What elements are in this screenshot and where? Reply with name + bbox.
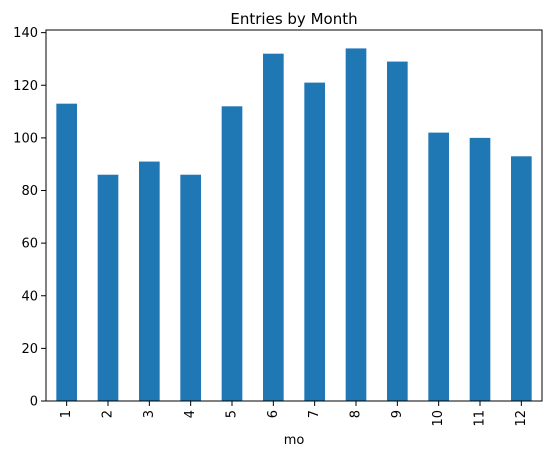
plot-frame: [45, 29, 543, 402]
bar-11: [469, 137, 491, 401]
bar-6: [263, 53, 284, 402]
y-tick-label: 60: [21, 237, 38, 252]
chart-title: Entries by Month: [230, 10, 357, 28]
x-tick-label: 3: [142, 410, 157, 418]
y-axis: 0 20 40 60 80 100 120 140: [13, 26, 46, 410]
bar-3: [139, 161, 160, 401]
x-tick-label: 7: [307, 410, 322, 418]
bar-9: [387, 61, 408, 401]
x-tick-label: 11: [473, 410, 488, 427]
y-tick-label: 0: [30, 395, 38, 410]
y-tick-label: 40: [21, 289, 38, 304]
bar-12: [511, 156, 532, 401]
bar-7: [304, 82, 325, 402]
x-tick-label: 1: [59, 410, 74, 418]
x-tick-label: 4: [183, 410, 198, 418]
bar-10: [428, 132, 449, 401]
x-tick-label: 12: [514, 410, 529, 427]
bar-1: [56, 103, 77, 402]
y-tick-label: 80: [21, 184, 38, 199]
y-tick-label: 140: [13, 26, 38, 41]
y-tick-label: 20: [21, 342, 38, 357]
x-tick-label: 2: [101, 410, 116, 418]
x-tick-label: 10: [431, 410, 446, 427]
bar-5: [221, 106, 243, 402]
bars-group: [56, 48, 532, 402]
bar-8: [345, 48, 367, 402]
y-tick-label: 100: [13, 131, 38, 146]
bar-2: [97, 174, 119, 401]
bar-4: [180, 174, 201, 401]
x-axis-label: mo: [284, 433, 305, 448]
x-tick-label: 8: [349, 410, 364, 418]
x-tick-label: 6: [266, 410, 281, 418]
x-tick-label: 9: [390, 410, 405, 418]
x-tick-label: 5: [225, 410, 240, 418]
y-tick-label: 120: [13, 79, 38, 94]
x-axis: 1 2 3 4 5 6 7 8 9 10 11 12: [59, 401, 529, 427]
